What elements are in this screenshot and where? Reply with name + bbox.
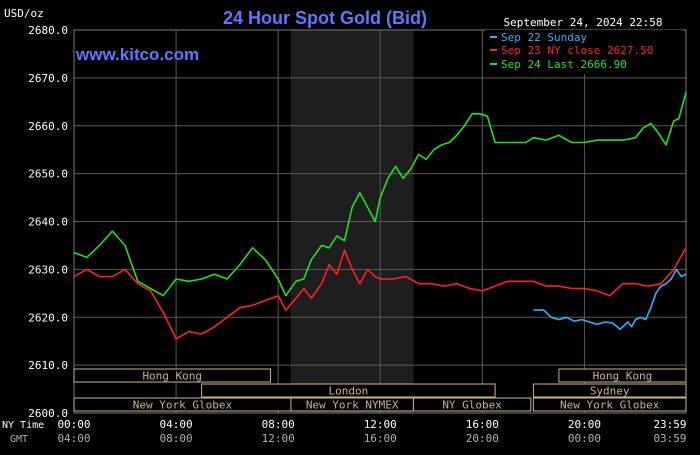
x-tick-label-ny: 08:00 (262, 418, 295, 431)
plot-frame (73, 29, 687, 414)
y-tick-label: 2600.0 (28, 407, 68, 420)
session-label: New York NYMEX (306, 399, 399, 412)
y-tick-label: 2670.0 (28, 72, 68, 85)
x-tick-label-gmt: 08:00 (160, 432, 193, 445)
market-sessions: Hong Kong London New York Globex New York N… (73, 368, 687, 412)
series-line-1 (73, 247, 687, 340)
axes: 2680.0 2670.0 2660.0 2650.0 2640.0 2630.0 2620… (2, 24, 687, 445)
price-series (73, 91, 687, 340)
x-tick-label-ny: 20:00 (568, 418, 601, 431)
x-tick-label-gmt: 03:59 (653, 432, 686, 445)
x-tick-label-ny: 04:00 (160, 418, 193, 431)
x-tick-label-ny: 16:00 (466, 418, 499, 431)
legend-last: Sep 24 Last 2666.90 (501, 58, 627, 71)
session-box (412, 397, 532, 412)
y-tick-label: 2660.0 (28, 120, 68, 133)
y-tick-label: 2640.0 (28, 216, 68, 229)
x-tick-label-gmt: 00:00 (568, 432, 601, 445)
x-tick-label-ny: 23:59 (653, 418, 686, 431)
x-tick-label-ny: 12:00 (364, 418, 397, 431)
legend-ny-close: Sep 23 NY close 2627.50 (501, 44, 653, 57)
session-label: NY Globex (442, 399, 502, 412)
x-axis-label-ny-time: NY Time (2, 420, 44, 431)
legend: Sep 22 Sunday Sep 23 NY close 2627.50 Se… (485, 30, 683, 74)
y-tick-label: 2650.0 (28, 168, 68, 181)
y-tick-label: 2620.0 (28, 311, 68, 324)
session-box (558, 368, 687, 383)
session-box (532, 397, 687, 412)
session-box (201, 383, 496, 398)
session-label: New York Globex (560, 399, 660, 412)
session-label: Hong Kong (593, 370, 653, 383)
session-box (532, 383, 687, 398)
y-tick-label: 2610.0 (28, 359, 68, 372)
x-tick-label-gmt: 12:00 (262, 432, 295, 445)
x-tick-label-gmt: 16:00 (364, 432, 397, 445)
session-box (73, 368, 272, 383)
x-tick-label-ny: 00:00 (57, 418, 90, 431)
session-label: Hong Kong (142, 370, 202, 383)
legend-box (485, 30, 683, 74)
grid (73, 29, 687, 414)
series-line-0 (533, 268, 687, 331)
y-axis-unit-label: USD/oz (4, 7, 44, 20)
x-tick-label-gmt: 20:00 (466, 432, 499, 445)
kitco-watermark: www.kitco.com (75, 45, 199, 64)
x-tick-label-gmt: 04:00 (57, 432, 90, 445)
x-axis-label-gmt: GMT (10, 434, 28, 445)
legend-sunday: Sep 22 Sunday (501, 31, 587, 44)
series-line-2 (73, 91, 687, 297)
y-tick-label: 2680.0 (28, 24, 68, 37)
session-label: New York Globex (133, 399, 233, 412)
timestamp: September 24, 2024 22:58 (504, 16, 663, 29)
session-label: London (328, 385, 368, 398)
y-tick-label: 2630.0 (28, 263, 68, 276)
chart-title: 24 Hour Spot Gold (Bid) (223, 8, 427, 28)
session-label: Sydney (590, 385, 630, 398)
